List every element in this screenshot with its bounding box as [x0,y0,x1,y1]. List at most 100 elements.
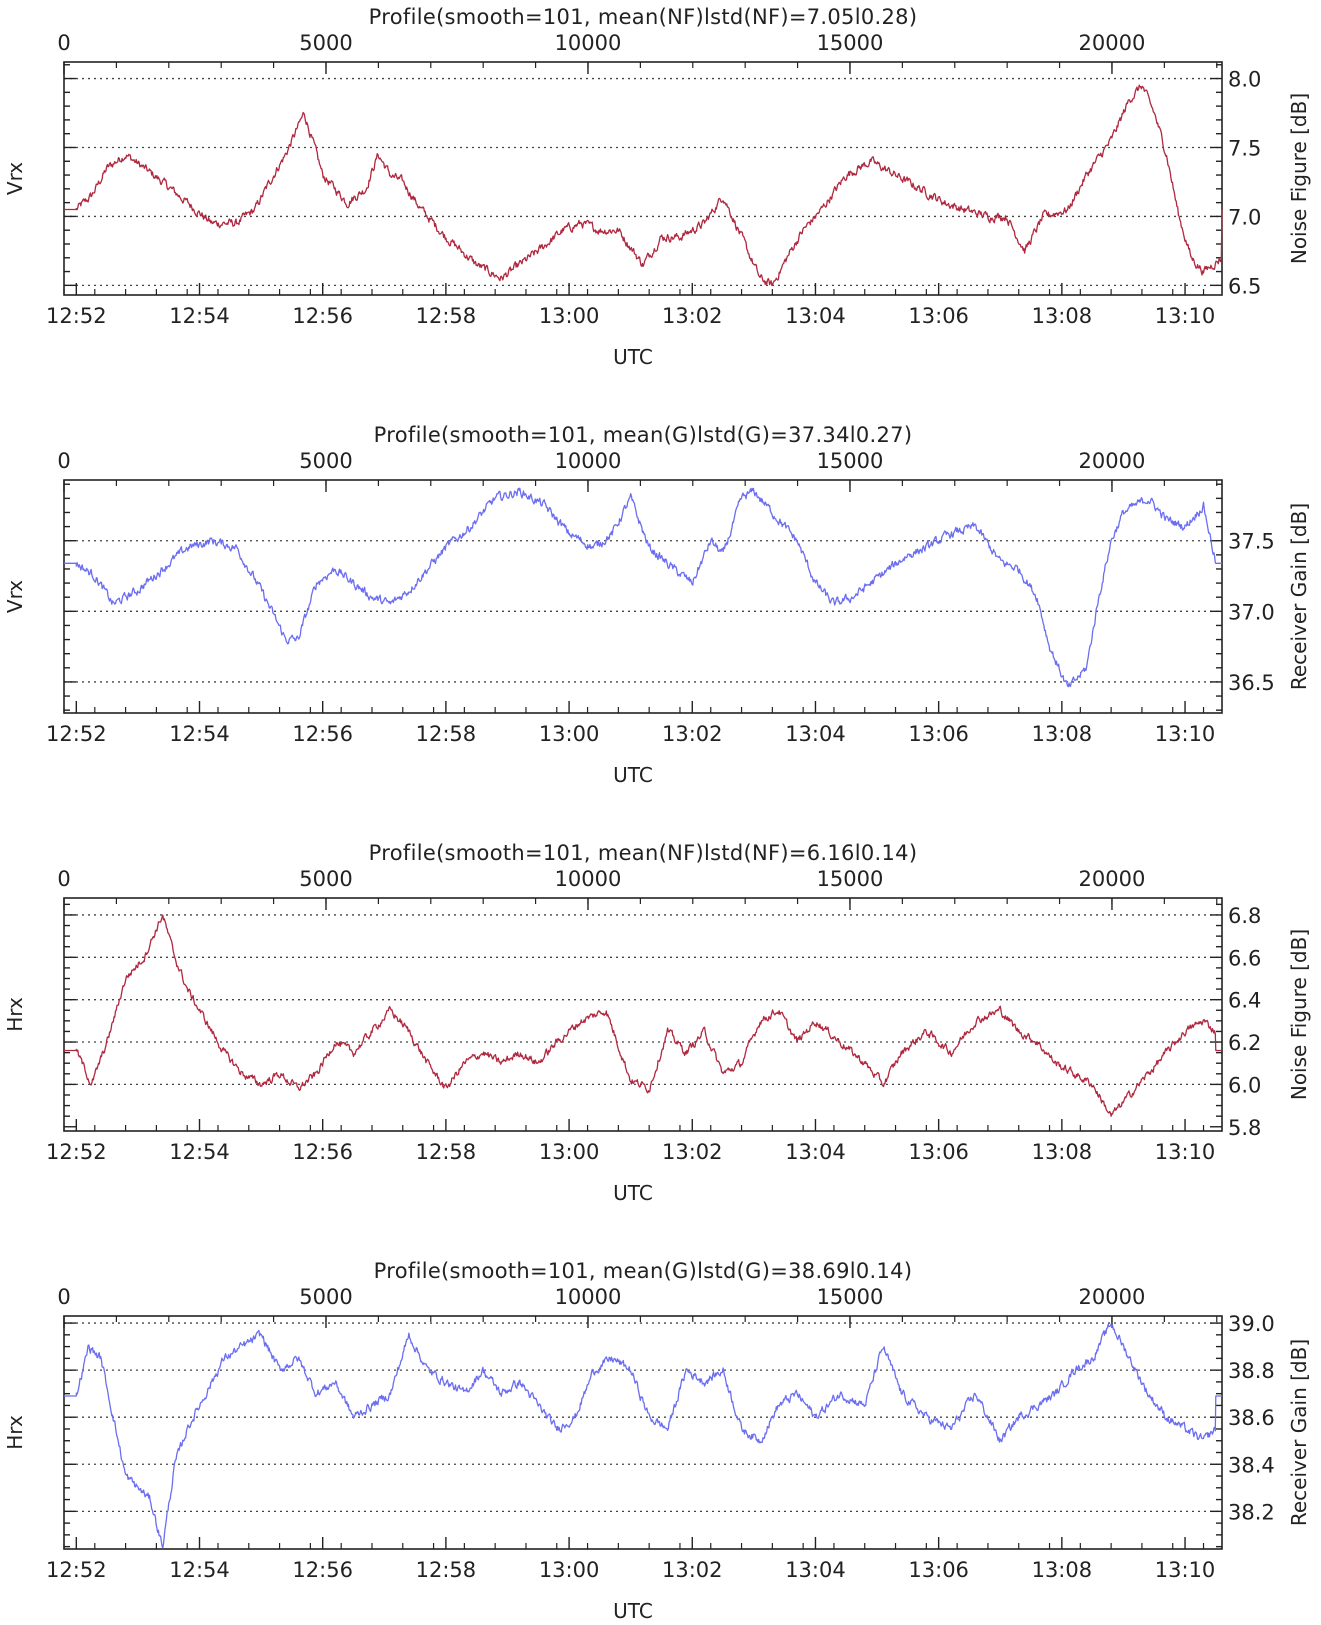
right-axis-label: Noise Figure [dB] [1287,929,1311,1100]
bottom-tick-label: 13:04 [785,1558,846,1582]
left-axis-label: Vrx [3,580,27,613]
chart-title: Profile(smooth=101, mean(NF)lstd(NF)=7.0… [369,5,918,29]
left-axis-label: Hrx [3,1415,27,1450]
top-tick-label: 5000 [299,867,352,891]
bottom-tick-label: 13:10 [1155,1558,1216,1582]
top-tick-label: 5000 [299,1285,352,1309]
top-tick-label: 15000 [817,1285,884,1309]
y-tick-label: 37.0 [1228,600,1275,624]
top-tick-label: 5000 [299,31,352,55]
y-tick-label: 38.4 [1228,1453,1275,1477]
bottom-tick-label: 12:56 [292,1558,353,1582]
y-tick-label: 6.2 [1228,1031,1261,1055]
bottom-tick-label: 13:06 [908,722,969,746]
right-axis-label: Receiver Gain [dB] [1287,503,1311,690]
bottom-tick-label: 13:06 [908,1558,969,1582]
bottom-tick-label: 12:58 [416,1140,477,1164]
chart-panel-2: Profile(smooth=101, mean(G)lstd(G)=37.34… [3,423,1311,787]
bottom-tick-label: 12:54 [169,1140,230,1164]
bottom-tick-label: 13:00 [539,722,600,746]
top-tick-label: 20000 [1079,449,1146,473]
y-tick-label: 38.6 [1228,1406,1275,1430]
bottom-tick-label: 12:52 [46,1558,107,1582]
bottom-tick-label: 13:10 [1155,1140,1216,1164]
bottom-tick-label: 12:58 [416,722,477,746]
chart-panel-4: Profile(smooth=101, mean(G)lstd(G)=38.69… [3,1259,1311,1623]
bottom-tick-label: 13:00 [539,1558,600,1582]
chart-title: Profile(smooth=101, mean(NF)lstd(NF)=6.1… [369,841,918,865]
bottom-tick-label: 13:04 [785,722,846,746]
plot-frame [63,897,1223,1132]
chart-title: Profile(smooth=101, mean(G)lstd(G)=37.34… [374,423,913,447]
bottom-tick-label: 13:10 [1155,304,1216,328]
plot-frame [63,479,1223,714]
bottom-tick-label: 13:04 [785,1140,846,1164]
bottom-tick-label: 13:00 [539,1140,600,1164]
y-tick-label: 7.5 [1228,136,1261,160]
y-tick-label: 6.0 [1228,1073,1261,1097]
top-tick-label: 20000 [1079,31,1146,55]
y-tick-label: 37.5 [1228,530,1275,554]
top-tick-label: 0 [57,867,70,891]
x-axis-label: UTC [613,1599,653,1623]
bottom-tick-label: 13:02 [662,1140,723,1164]
y-tick-label: 6.5 [1228,274,1261,298]
bottom-tick-label: 13:04 [785,304,846,328]
bottom-tick-label: 12:58 [416,1558,477,1582]
y-tick-label: 6.6 [1228,946,1261,970]
x-axis-label: UTC [613,1181,653,1205]
x-axis-label: UTC [613,763,653,787]
top-tick-label: 0 [57,31,70,55]
chart-panel-3: Profile(smooth=101, mean(NF)lstd(NF)=6.1… [3,841,1311,1205]
bottom-tick-label: 13:08 [1032,722,1093,746]
top-tick-label: 15000 [817,449,884,473]
bottom-tick-label: 12:56 [292,722,353,746]
plot-frame [63,1315,1223,1550]
y-tick-label: 6.4 [1228,989,1261,1013]
bottom-tick-label: 13:08 [1032,1140,1093,1164]
bottom-tick-label: 12:56 [292,1140,353,1164]
bottom-tick-label: 13:06 [908,304,969,328]
y-tick-label: 5.8 [1228,1116,1261,1140]
top-tick-label: 15000 [817,867,884,891]
bottom-tick-label: 13:02 [662,304,723,328]
bottom-tick-label: 13:08 [1032,1558,1093,1582]
top-tick-label: 0 [57,449,70,473]
y-tick-label: 38.8 [1228,1359,1275,1383]
top-tick-label: 15000 [817,31,884,55]
bottom-tick-label: 12:54 [169,1558,230,1582]
top-tick-label: 10000 [555,449,622,473]
series-line [64,84,1223,287]
chart-title: Profile(smooth=101, mean(G)lstd(G)=38.69… [374,1259,913,1283]
top-tick-label: 20000 [1079,867,1146,891]
bottom-tick-label: 12:58 [416,304,477,328]
bottom-tick-label: 13:08 [1032,304,1093,328]
series-line [64,914,1222,1117]
chart-panel-1: Profile(smooth=101, mean(NF)lstd(NF)=7.0… [3,5,1311,369]
bottom-tick-label: 13:02 [662,1558,723,1582]
top-tick-label: 5000 [299,449,352,473]
right-axis-label: Receiver Gain [dB] [1287,1339,1311,1526]
series-line [64,1323,1222,1549]
top-tick-label: 0 [57,1285,70,1309]
top-tick-label: 20000 [1079,1285,1146,1309]
bottom-tick-label: 12:54 [169,722,230,746]
bottom-tick-label: 12:52 [46,304,107,328]
plot-frame [63,61,1223,296]
bottom-tick-label: 13:00 [539,304,600,328]
series-line [64,487,1222,688]
y-tick-label: 36.5 [1228,671,1275,695]
bottom-tick-label: 12:52 [46,722,107,746]
y-tick-label: 8.0 [1228,68,1261,92]
bottom-tick-label: 12:54 [169,304,230,328]
y-tick-label: 38.2 [1228,1500,1275,1524]
y-tick-label: 6.8 [1228,904,1261,928]
bottom-tick-label: 13:10 [1155,722,1216,746]
left-axis-label: Hrx [3,997,27,1032]
x-axis-label: UTC [613,345,653,369]
y-tick-label: 39.0 [1228,1312,1275,1336]
top-tick-label: 10000 [555,867,622,891]
bottom-tick-label: 13:06 [908,1140,969,1164]
top-tick-label: 10000 [555,31,622,55]
